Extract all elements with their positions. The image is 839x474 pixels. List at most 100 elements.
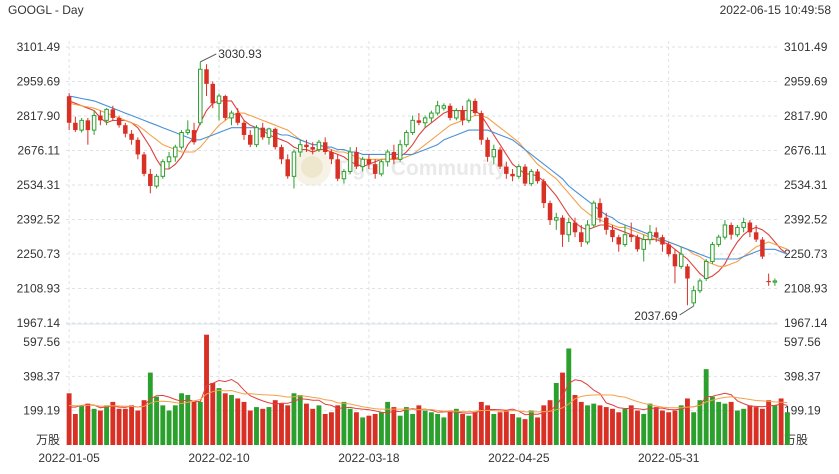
volume-bar (628, 405, 634, 445)
volume-bar (741, 408, 747, 445)
price-axis-label-left: 2817.90 (17, 109, 61, 123)
volume-bar (610, 408, 615, 445)
volume-bar (578, 401, 584, 445)
volume-bar (366, 415, 372, 445)
candle-body (435, 105, 440, 114)
volume-bars (66, 334, 790, 445)
volume-bar (304, 403, 309, 445)
candle-body (510, 173, 515, 177)
volume-bar (635, 410, 640, 445)
candle-body (316, 141, 322, 151)
volume-bar (666, 412, 672, 445)
volume-ma-lines (69, 378, 788, 416)
price-axis-label-right: 2250.73 (784, 247, 828, 261)
candle-body (223, 96, 228, 118)
volume-bar (322, 413, 328, 445)
low-annotation-leader (679, 305, 694, 316)
volume-bar (660, 410, 665, 445)
candle-body (622, 234, 628, 245)
candle-body (722, 224, 728, 238)
volume-axis-label-left: 199.19 (23, 404, 60, 418)
candle-body (516, 166, 522, 177)
date-axis-label: 2022-05-31 (638, 451, 700, 465)
price-ma-line (68, 100, 788, 280)
volume-bar (759, 408, 765, 445)
volume-bar (722, 403, 728, 445)
candle-body (154, 175, 159, 187)
candle-body (360, 158, 365, 168)
volume-bar (285, 405, 291, 445)
volume-bar (441, 417, 447, 445)
volume-axis-label-left: 398.37 (23, 369, 60, 383)
volume-bar (347, 408, 353, 445)
volume-bar (616, 412, 622, 445)
volume-bar (728, 401, 734, 445)
volume-bar (510, 413, 515, 445)
volume-bar (585, 405, 590, 445)
volume-bar (79, 405, 85, 445)
candle-body (110, 109, 116, 118)
volume-bar (734, 410, 740, 445)
volume-bar (122, 408, 128, 445)
candle-body (535, 171, 540, 182)
volume-bar (572, 395, 578, 445)
candle-body (678, 253, 684, 267)
volume-bar (272, 400, 278, 445)
volume-bar (784, 412, 790, 445)
candle-body (210, 83, 216, 104)
volume-bar (747, 405, 753, 445)
date-axis-label: 2022-02-10 (188, 451, 250, 465)
candle-body (91, 114, 97, 131)
volume-bar (372, 413, 378, 445)
candle-body (291, 151, 297, 177)
candle-body (191, 130, 197, 143)
volume-bar (460, 413, 466, 445)
volume-bar (491, 413, 497, 445)
volume-bar (97, 410, 103, 445)
candle-body (366, 159, 372, 165)
volume-bar (247, 410, 253, 445)
volume-bar (485, 405, 491, 445)
volume-bar (447, 410, 453, 445)
date-axis-label: 2022-04-25 (488, 451, 550, 465)
candle-body (341, 170, 347, 180)
volume-bar (329, 412, 334, 445)
candle-body (241, 122, 247, 135)
volume-bar (147, 372, 153, 445)
candle-body (329, 151, 334, 160)
volume-bar (403, 407, 409, 445)
volume-bar (541, 405, 547, 445)
volume-bar (653, 407, 659, 445)
candle-body (173, 146, 178, 158)
candle-body (247, 134, 253, 145)
volume-bar (709, 396, 715, 445)
candle-body (541, 181, 547, 204)
volume-bar (341, 401, 347, 445)
candle-body (185, 129, 191, 134)
candle-body (685, 266, 690, 279)
candle-body (397, 144, 403, 160)
candle-body (747, 222, 753, 233)
candle-body (522, 166, 528, 184)
candle-body (429, 112, 434, 119)
candle-body (204, 69, 209, 84)
price-axis-label-left: 1967.14 (17, 316, 61, 330)
candle-body (135, 139, 141, 155)
volume-bar (622, 408, 628, 445)
candle-body (454, 110, 459, 119)
candle-body (79, 119, 84, 131)
candle-body (691, 290, 696, 304)
candle-body (641, 239, 646, 250)
candle-body (148, 173, 153, 187)
volume-axis-label-left: 597.56 (23, 335, 60, 349)
candle-body (260, 127, 265, 138)
volume-bar (91, 408, 97, 445)
volume-bar (266, 407, 272, 445)
volume-bar (566, 348, 572, 445)
candle-body (466, 100, 472, 121)
candle-body (728, 224, 734, 235)
candle-body (710, 243, 715, 262)
volume-bar (85, 403, 91, 445)
candle-body (441, 105, 447, 109)
price-axis-label-right: 2959.69 (784, 75, 828, 89)
